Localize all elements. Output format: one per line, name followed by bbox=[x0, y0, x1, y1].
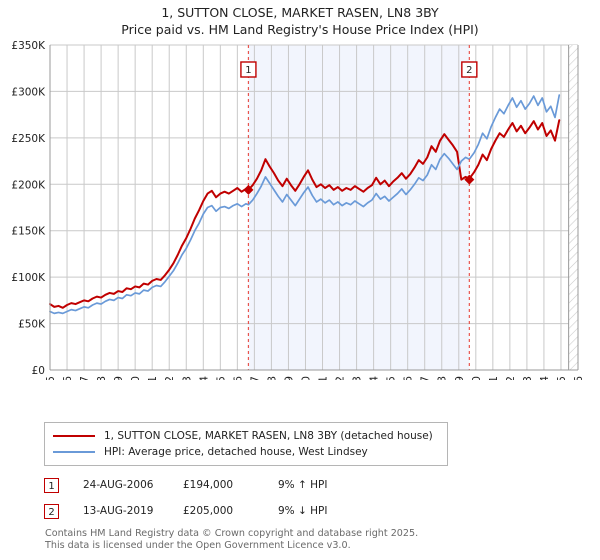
legend-label-price: 1, SUTTON CLOSE, MARKET RASEN, LN8 3BY (… bbox=[104, 430, 433, 442]
svg-text:2005: 2005 bbox=[215, 376, 227, 380]
chart-legend: 1, SUTTON CLOSE, MARKET RASEN, LN8 3BY (… bbox=[44, 422, 448, 466]
svg-text:2016: 2016 bbox=[403, 376, 415, 380]
sale-marker-1: 1 bbox=[44, 477, 59, 493]
svg-text:£0: £0 bbox=[32, 365, 45, 377]
sale-point-marker bbox=[243, 184, 254, 195]
svg-text:2022: 2022 bbox=[505, 376, 517, 380]
svg-text:2000: 2000 bbox=[130, 376, 142, 380]
svg-text:2001: 2001 bbox=[147, 376, 159, 380]
svg-text:2023: 2023 bbox=[522, 376, 534, 380]
svg-text:£50K: £50K bbox=[18, 319, 46, 331]
svg-text:2013: 2013 bbox=[352, 376, 364, 380]
svg-text:2014: 2014 bbox=[369, 376, 381, 380]
sale-label-box bbox=[240, 61, 257, 78]
footer-line-2: This data is licensed under the Open Gov… bbox=[45, 539, 351, 551]
svg-text:2019: 2019 bbox=[454, 376, 466, 380]
legend-swatch-price bbox=[53, 435, 95, 437]
legend-item-hpi: HPI: Average price, detached house, West… bbox=[53, 444, 439, 460]
legend-item-price: 1, SUTTON CLOSE, MARKET RASEN, LN8 3BY (… bbox=[53, 428, 439, 444]
svg-text:2003: 2003 bbox=[181, 376, 193, 380]
svg-text:2015: 2015 bbox=[386, 376, 398, 380]
forecast-hatch-region bbox=[568, 45, 578, 370]
svg-text:1: 1 bbox=[245, 65, 251, 76]
svg-text:1998: 1998 bbox=[96, 376, 108, 380]
svg-text:2007: 2007 bbox=[249, 376, 261, 380]
sale-price-2: £205,000 bbox=[183, 505, 234, 517]
sale-marker-2: 2 bbox=[44, 503, 59, 519]
footer-line-1: Contains HM Land Registry data © Crown c… bbox=[45, 528, 419, 539]
sale-point-marker bbox=[464, 174, 475, 185]
svg-text:2009: 2009 bbox=[283, 376, 295, 380]
svg-text:2026: 2026 bbox=[573, 376, 585, 380]
svg-text:2008: 2008 bbox=[266, 376, 278, 380]
svg-text:2002: 2002 bbox=[164, 376, 176, 380]
legend-label-hpi: HPI: Average price, detached house, West… bbox=[104, 446, 368, 458]
page-title: 1, SUTTON CLOSE, MARKET RASEN, LN8 3BY P… bbox=[0, 4, 600, 38]
svg-text:2012: 2012 bbox=[335, 376, 347, 380]
sale-delta-2: 9% ↓ HPI bbox=[278, 505, 328, 517]
svg-text:2: 2 bbox=[466, 65, 472, 76]
svg-text:2025: 2025 bbox=[556, 376, 568, 380]
price-hpi-line-chart: £0 £50K £100K £150K £200K £250K £300K £350K 1995… bbox=[11, 40, 585, 380]
table-row: 2 13-AUG-2019 £205,000 9% ↓ HPI bbox=[44, 498, 474, 524]
price-paid-line bbox=[49, 119, 561, 309]
svg-text:£150K: £150K bbox=[11, 226, 46, 238]
svg-text:2017: 2017 bbox=[420, 376, 432, 380]
svg-text:2006: 2006 bbox=[232, 376, 244, 380]
svg-text:£300K: £300K bbox=[11, 86, 46, 98]
svg-text:£200K: £200K bbox=[11, 179, 46, 191]
svg-text:2018: 2018 bbox=[437, 376, 449, 380]
title-line-2: Price paid vs. HM Land Registry's House … bbox=[121, 22, 479, 37]
svg-text:2021: 2021 bbox=[488, 376, 500, 380]
svg-text:1999: 1999 bbox=[113, 376, 125, 380]
svg-text:2011: 2011 bbox=[318, 376, 330, 380]
svg-text:1997: 1997 bbox=[79, 376, 91, 380]
footer-attribution: Contains HM Land Registry data © Crown c… bbox=[45, 528, 565, 551]
svg-text:£100K: £100K bbox=[11, 272, 46, 284]
title-line-1: 1, SUTTON CLOSE, MARKET RASEN, LN8 3BY bbox=[161, 5, 439, 20]
svg-text:2024: 2024 bbox=[539, 376, 551, 380]
hpi-line bbox=[49, 94, 561, 315]
svg-text:1996: 1996 bbox=[62, 376, 74, 380]
sale-date-2: 13-AUG-2019 bbox=[83, 505, 154, 517]
sale-delta-1: 9% ↑ HPI bbox=[278, 479, 328, 491]
chart-area: £0 £50K £100K £150K £200K £250K £300K £350K 1995… bbox=[0, 40, 600, 380]
sale-label-box bbox=[461, 61, 478, 78]
svg-text:£350K: £350K bbox=[11, 40, 46, 52]
svg-text:2010: 2010 bbox=[300, 376, 312, 380]
legend-swatch-hpi bbox=[53, 451, 95, 453]
sale-price-1: £194,000 bbox=[183, 479, 234, 491]
shaded-period-band bbox=[248, 45, 470, 370]
svg-text:2004: 2004 bbox=[198, 376, 210, 380]
svg-text:2020: 2020 bbox=[471, 376, 483, 380]
table-row: 1 24-AUG-2006 £194,000 9% ↑ HPI bbox=[44, 472, 474, 498]
sale-date-1: 24-AUG-2006 bbox=[83, 479, 154, 491]
svg-text:£250K: £250K bbox=[11, 133, 46, 145]
sales-table: 1 24-AUG-2006 £194,000 9% ↑ HPI 2 13-AUG… bbox=[44, 472, 474, 524]
svg-text:1995: 1995 bbox=[45, 376, 57, 380]
